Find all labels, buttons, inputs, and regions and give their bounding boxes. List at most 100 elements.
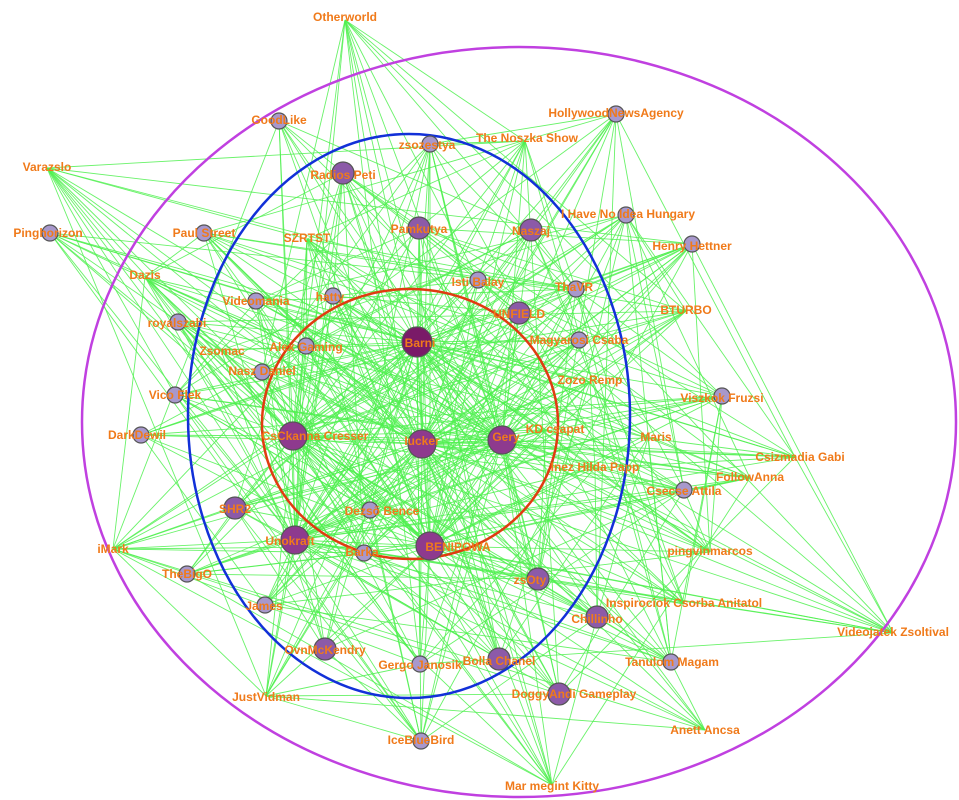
node-label-royalszabi: royalszabi (148, 316, 207, 330)
node-GergoJanosik[interactable] (411, 655, 429, 673)
edge-IHave-Zsomac (220, 214, 627, 351)
node-Barni[interactable] (401, 326, 433, 358)
edge-IceBlueBird-HenryHettner (420, 243, 693, 742)
node-label-UNFIELD: UNFIELD (493, 307, 545, 321)
edge-CsecseAttila-FollowAnna (683, 477, 751, 491)
edge-BollaChanel-Barka (363, 552, 500, 660)
edge-zsozestya-VideojatekZsoltival (429, 143, 894, 634)
edge-pingvinmarcos-ZozoRemp (589, 381, 711, 553)
edge-DoggyAndi-JustVidman (265, 693, 560, 697)
node-CsecseAttila[interactable] (675, 481, 693, 499)
node-hatty[interactable] (324, 287, 342, 305)
edge-VideojatekZsoltival-HenryHettner (691, 243, 894, 634)
edge-zsOty-PaulStreet (203, 232, 539, 580)
node-Barka[interactable] (355, 544, 373, 562)
node-Pamkutya[interactable] (407, 216, 431, 240)
node-Pinghorizon[interactable] (41, 224, 59, 242)
edge-BollaChanel-CsCkanna (292, 435, 500, 660)
node-IstiBalay[interactable] (469, 271, 487, 289)
node-zsOty[interactable] (526, 567, 550, 591)
node-James[interactable] (256, 596, 274, 614)
node-label-MarMegint: Mar megint Kitty (505, 779, 599, 793)
edge-AnettAncsa-JustVidman (265, 695, 706, 731)
edge-DoggyAndi-Iucker (421, 443, 560, 695)
edge-MagyarosiCsaba-Naszaj (530, 229, 580, 341)
edge-Pamkutya-HenryHettner (418, 227, 693, 245)
edge-iMark-Unokraft (112, 539, 296, 550)
edge-Videomania-VideojatekZsoltival (255, 300, 894, 634)
edge-SHR2-IceBlueBird (234, 507, 422, 742)
node-BENIPOWA[interactable] (415, 531, 445, 561)
edge-HenryHettner-iMark (112, 243, 693, 550)
node-ThaVR[interactable] (567, 280, 585, 298)
edge-pingvinmarcos-Barni (416, 341, 711, 553)
node-TheBigO[interactable] (178, 565, 196, 583)
edge-TanulomMagam-Barni (416, 341, 672, 663)
edge-zsozestya-HollywoodNewsAgency (429, 113, 617, 145)
node-PaulStreet[interactable] (195, 224, 213, 242)
edge-VicoFlek-Dezs (174, 394, 371, 511)
node-HollywoodNewsAgency[interactable] (607, 105, 625, 123)
edge-GoodLike-Unokraft (278, 120, 296, 541)
edge-TanulomMagam-ThaVR (575, 288, 672, 663)
node-Iucker[interactable] (407, 429, 437, 459)
node-label-GergoJanosik: Gergo Janosik (378, 658, 462, 672)
node-OvnMcKendry[interactable] (313, 637, 337, 661)
edge-Inspirociok-zsozestya (429, 143, 685, 605)
node-IHave[interactable] (617, 206, 635, 224)
node-GoodLike[interactable] (270, 112, 288, 130)
node-IceBlueBird[interactable] (412, 732, 430, 750)
node-Videomania[interactable] (247, 292, 265, 310)
node-label-BENIPOWA: BENIPOWA (425, 540, 491, 554)
node-CsCkanna[interactable] (278, 421, 308, 451)
node-VicoFlek[interactable] (166, 386, 184, 404)
node-AlexGaming[interactable] (297, 337, 315, 355)
edge-HenryHettner-Unokraft (294, 243, 693, 541)
edge-James-TanulomMagam (264, 604, 672, 663)
node-Naszaj[interactable] (519, 218, 543, 242)
edge-IstiBalay-Otherworld (344, 19, 479, 281)
node-label-Videomania: Videomania (222, 294, 289, 308)
node-label-DoggyAndi: DoggyAndi Gameplay (512, 687, 637, 701)
edge-UNFIELD-IHave (518, 214, 627, 314)
node-Gery[interactable] (487, 425, 517, 455)
node-label-Zsomac: Zsomac (199, 344, 245, 358)
node-RadiosPeti[interactable] (331, 161, 355, 185)
node-BollaChanel[interactable] (487, 647, 511, 671)
edge-Videomania-ThaVR (255, 288, 577, 302)
node-NaszDaniel[interactable] (253, 363, 271, 381)
node-label-ZozoRemp: Zozo Remp (558, 373, 623, 387)
edge-ThaVR-PaulStreet (203, 232, 577, 290)
edge-Otherworld-BTURBO (344, 19, 687, 312)
node-DoggyAndi[interactable] (547, 682, 571, 706)
inner-ring (260, 287, 560, 561)
edge-VicoFlek-CsCkanna (174, 394, 294, 437)
edge-BTURBO-MagyarosiCsaba (578, 310, 687, 341)
edge-JustVidman-Unokraft (265, 539, 296, 697)
edge-James-IHave (264, 214, 627, 606)
node-DarkDewil[interactable] (132, 426, 150, 444)
node-MagyarosiCsaba[interactable] (570, 331, 588, 349)
edge-AlexGaming-DoggyAndi (305, 345, 560, 695)
edge-InezHilda-CsizmadiaGabi (594, 456, 796, 469)
edge-CsizmadiaGabi-Gery (501, 439, 796, 458)
node-ViszkokFruzsi[interactable] (713, 387, 731, 405)
node-royalszabi[interactable] (169, 313, 187, 331)
node-HenryHettner[interactable] (683, 235, 701, 253)
node-zsozestya[interactable] (421, 135, 439, 153)
edge-Inspirociok-Iucker (421, 443, 685, 605)
node-Chillinho[interactable] (585, 605, 609, 629)
edge-AnettAncsa-iMark (112, 548, 706, 731)
edge-InezHilda-BENIPOWA (429, 467, 596, 547)
node-Dezs[interactable] (361, 501, 379, 519)
edge-zsozestya-Barni (416, 143, 431, 343)
node-TanulomMagam[interactable] (662, 653, 680, 671)
node-label-Varazslo: Varazslo (23, 160, 72, 174)
node-label-Pinghorizon: Pinghorizon (13, 226, 82, 240)
edge-FollowAnna-Iucker (421, 443, 751, 479)
node-UNFIELD[interactable] (507, 301, 531, 325)
node-Unokraft[interactable] (280, 525, 310, 555)
node-SHR2[interactable] (223, 496, 247, 520)
edge-James-HollywoodNewsAgency (264, 113, 617, 606)
edge-Maris-IstiBalay (477, 279, 649, 439)
